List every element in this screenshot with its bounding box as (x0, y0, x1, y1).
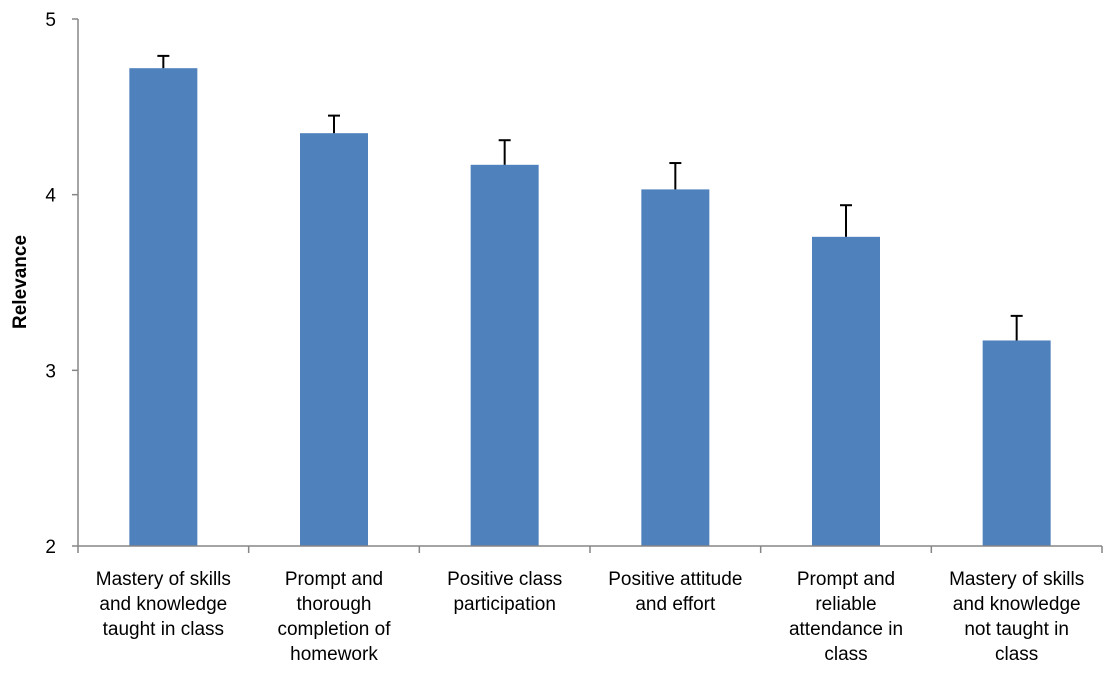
x-category-label-line: not taught in (964, 619, 1069, 640)
bar-4 (641, 189, 710, 546)
y-tick-label: 5 (45, 10, 56, 31)
y-tick-label: 4 (45, 186, 56, 207)
y-axis-title: Relevance (10, 235, 31, 329)
x-category-label-line: taught in class (103, 619, 224, 640)
x-category-label-line: Prompt and (797, 569, 895, 590)
error-bar-2 (328, 114, 340, 134)
y-tick-label: 2 (45, 537, 56, 558)
x-category-label-line: and knowledge (953, 594, 1081, 615)
bar-2 (300, 133, 368, 546)
bar-5 (812, 236, 880, 546)
x-category-label-1: Mastery of skills and knowledge taught in … (96, 569, 231, 640)
x-category-label-line: and knowledge (99, 594, 227, 615)
x-category-label-line: Prompt and (285, 569, 383, 590)
y-tick-label: 3 (45, 361, 56, 382)
x-category-label-4: Positive attitude and effort (608, 569, 742, 615)
x-category-label-line: and effort (635, 594, 716, 615)
error-bar-4 (669, 162, 682, 190)
x-category-label-line: class (995, 644, 1038, 665)
x-category-label-line: class (824, 644, 867, 665)
x-category-label-line: Mastery of skills (949, 569, 1084, 590)
error-bar-3 (498, 139, 511, 165)
x-category-labels: Mastery of skills and knowledge taught in … (96, 569, 1084, 665)
axes-layer (72, 18, 1103, 553)
error-bar-6 (1010, 314, 1023, 341)
bar-6 (982, 340, 1051, 546)
x-category-label-5: Prompt and reliable attendance in class (789, 569, 903, 665)
x-category-label-line: Positive class (447, 569, 562, 590)
x-category-label-3: Positive class participation (447, 569, 562, 615)
x-category-label-line: reliable (815, 594, 876, 615)
x-category-label-6: Mastery of skills and knowledge not taught… (949, 569, 1084, 665)
x-category-label-line: Positive attitude (608, 569, 742, 590)
bar-3 (470, 164, 539, 546)
error-bar-1 (157, 54, 170, 69)
x-category-label-line: attendance in (789, 619, 903, 640)
x-category-label-line: completion of (277, 619, 391, 640)
bar-1 (129, 68, 198, 546)
x-category-label-line: participation (453, 594, 555, 615)
error-bar-5 (840, 204, 852, 237)
x-category-label-line: thorough (296, 594, 371, 615)
x-category-label-line: homework (290, 644, 378, 665)
x-category-label-2: Prompt and thorough completion of homework (277, 569, 391, 665)
x-category-label-line: Mastery of skills (96, 569, 231, 590)
y-tick-labels: 2 3 4 5 (45, 10, 56, 558)
bars-layer (129, 68, 1051, 546)
error-bars-layer (157, 54, 1023, 341)
